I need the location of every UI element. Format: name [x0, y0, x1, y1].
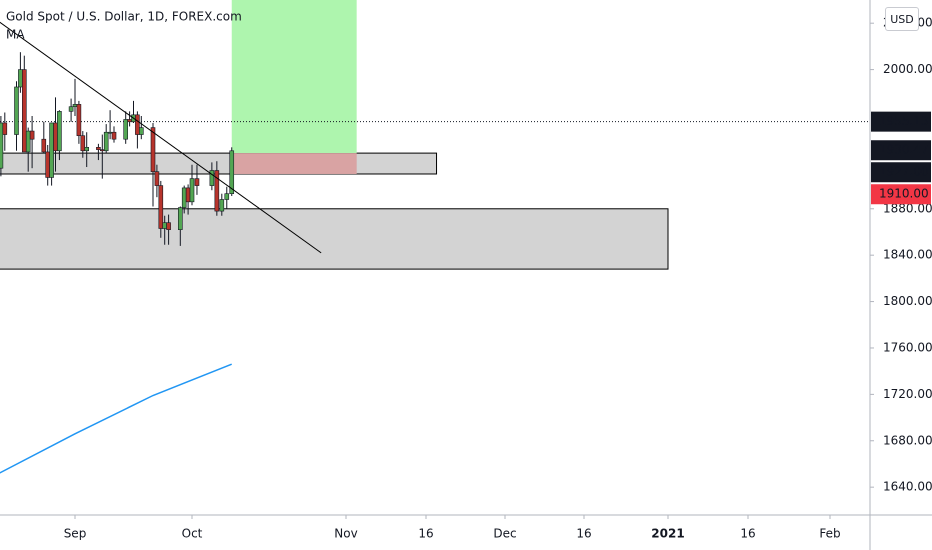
candle-body — [53, 122, 58, 152]
candle-body — [127, 119, 132, 123]
y-tick-label: 1640.00 — [883, 480, 932, 494]
price-label: 1910.00 — [879, 187, 929, 201]
x-tick-label: 2021 — [651, 527, 684, 541]
ma-line — [0, 363, 232, 474]
price-label: 1927.00 — [879, 165, 929, 179]
trendline — [0, 21, 322, 254]
plot-area — [0, 0, 870, 474]
x-tick-label: Oct — [182, 527, 203, 541]
candle-body — [80, 135, 86, 152]
y-tick-label: 1760.00 — [883, 340, 932, 354]
candle-body — [14, 86, 19, 135]
candle-body — [139, 127, 144, 135]
y-tick-label: 1880.00 — [883, 201, 932, 215]
candle-body — [49, 122, 54, 178]
price-label-box — [871, 140, 931, 161]
candle-body — [57, 111, 62, 152]
chart-title: Gold Spot / U.S. Dollar, 1D, FOREX.com — [6, 10, 242, 24]
x-tick-label: Sep — [64, 527, 87, 541]
price-label-box — [871, 162, 931, 183]
currency-button[interactable]: USD — [885, 7, 919, 31]
candle-body — [123, 119, 128, 140]
price-label-box — [871, 111, 931, 132]
candle-body — [84, 147, 89, 152]
candle-body — [158, 185, 164, 229]
candle-body — [29, 130, 35, 140]
candle-body — [219, 199, 225, 212]
candle-body — [154, 171, 160, 186]
loss-area — [231, 153, 357, 174]
candle-body — [189, 178, 195, 203]
y-tick-label: 1800.00 — [883, 294, 932, 308]
candle-body — [150, 127, 156, 172]
candle-body — [135, 114, 140, 135]
candle-body — [76, 104, 82, 137]
price-label-box — [871, 184, 931, 205]
x-tick-label: 16 — [418, 527, 433, 541]
candle-body — [68, 106, 74, 112]
profit-area — [231, 0, 357, 154]
x-tick-label: Dec — [493, 527, 516, 541]
y-tick-label: 2000.00 — [883, 62, 932, 76]
candle-body — [166, 222, 171, 230]
candle-body — [178, 207, 183, 230]
candle-body — [107, 131, 113, 134]
candle-body — [224, 193, 230, 200]
candle-body — [214, 170, 220, 212]
price-label: 1955.13 — [879, 114, 929, 128]
candle-body — [18, 69, 23, 88]
x-tick-label: Feb — [819, 527, 840, 541]
candle-body — [185, 187, 191, 203]
candle-body — [0, 122, 4, 169]
x-tick-label: Nov — [334, 527, 357, 541]
candle-body — [21, 69, 27, 153]
axes: 1640.00 1680.00 1720.00 1760.00 1800.00 1840.… — [64, 16, 932, 541]
zone — [0, 208, 669, 270]
indicator-label: MA — [6, 28, 25, 42]
candle-body — [45, 151, 51, 178]
candle-body — [209, 170, 215, 186]
candle-body — [96, 147, 101, 150]
y-tick-label: 1840.00 — [883, 248, 932, 262]
price-label: 1930.47 — [879, 143, 929, 157]
candle-body — [181, 187, 187, 208]
candle-body — [162, 222, 167, 229]
candle-body — [41, 138, 47, 153]
candle-body — [103, 131, 109, 152]
candle-body — [229, 150, 235, 195]
x-tick-label: 16 — [740, 527, 755, 541]
candle-body — [25, 130, 31, 153]
candle-body — [111, 131, 117, 140]
y-tick-label: 1680.00 — [883, 433, 932, 447]
candle-body — [100, 149, 105, 152]
candle-body — [2, 122, 8, 135]
y-tick-label: 1720.00 — [883, 387, 932, 401]
candle-body — [72, 104, 78, 108]
x-tick-label: 16 — [576, 527, 591, 541]
candle-body — [194, 178, 200, 186]
